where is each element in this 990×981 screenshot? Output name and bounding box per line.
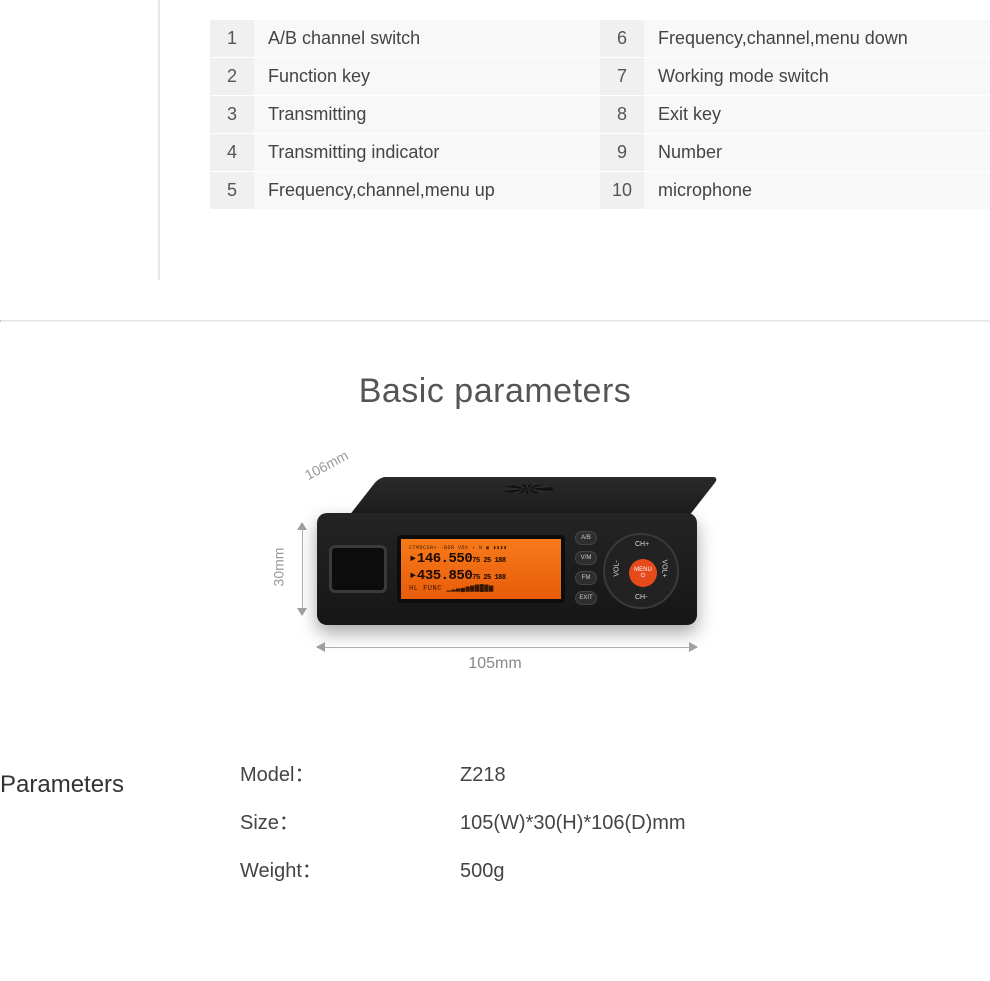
exit-button: EXIT [575, 591, 597, 605]
legend-text: A/B channel switch [254, 20, 600, 57]
left-rail [0, 0, 160, 280]
legend-table: 1A/B channel switch 2Function key 3Trans… [210, 20, 990, 210]
legend-text: Number [644, 134, 990, 171]
legend-text: Exit key [644, 96, 990, 133]
param-value: 105(W)*30(H)*106(D)mm [460, 799, 686, 847]
legend-text: Frequency,channel,menu down [644, 20, 990, 57]
param-row: Size： 105(W)*30(H)*106(D)mm [240, 799, 990, 847]
dimension-height: 30mm [270, 548, 286, 587]
param-row: Model： Z218 [240, 751, 990, 799]
section-title: Basic parameters [0, 372, 990, 411]
legend-num: 8 [600, 96, 644, 133]
lcd-screen: CTMDCSR+ -BDR VOX ⇧ N ▣ ▮▮▮▮ ▸146.55075 … [397, 535, 565, 603]
legend-num: 4 [210, 134, 254, 171]
legend-num: 9 [600, 134, 644, 171]
param-key: Weight： [240, 847, 460, 895]
legend-num: 10 [600, 172, 644, 209]
legend-row: 9Number [600, 134, 990, 172]
product-stage: 106mm 30mm CTMDCSR+ -BDR VOX ⇧ N ▣ ▮▮▮▮ … [265, 451, 725, 681]
dpad-up: CH+ [635, 541, 649, 548]
legend-num: 3 [210, 96, 254, 133]
parameters-list: Model： Z218 Size： 105(W)*30(H)*106(D)mm … [160, 751, 990, 895]
mic-port [329, 545, 387, 593]
legend-text: Transmitting indicator [254, 134, 600, 171]
param-row: Weight： 500g [240, 847, 990, 895]
lcd-freq-a: ▸146.55075 25 188 [409, 551, 553, 567]
legend-text: microphone [644, 172, 990, 209]
dimension-depth: 106mm [302, 447, 351, 483]
parameters-heading: Parameters [0, 751, 160, 895]
product-illustration: 106mm 30mm CTMDCSR+ -BDR VOX ⇧ N ▣ ▮▮▮▮ … [0, 451, 990, 681]
legend-row: 2Function key [210, 58, 600, 96]
dpad-right: VOL+ [660, 559, 667, 577]
lcd-signal-bars: HL FUNC ▁▂▃▄▅▆▇█▇▆ [409, 584, 553, 593]
legend-num: 2 [210, 58, 254, 95]
legend-row: 4Transmitting indicator [210, 134, 600, 172]
legend-row: 1A/B channel switch [210, 20, 600, 58]
legend-row: 10microphone [600, 172, 990, 210]
control-cluster: A/B V/M FM EXIT CH+ CH- VOL- VOL+ MENU ⏻ [573, 527, 685, 611]
param-value: 500g [460, 847, 505, 895]
legend-row: 7Working mode switch [600, 58, 990, 96]
legend-text: Working mode switch [644, 58, 990, 95]
legend-num: 7 [600, 58, 644, 95]
ab-button: A/B [575, 531, 597, 545]
legend-num: 1 [210, 20, 254, 57]
vm-button: V/M [575, 551, 597, 565]
dpad-left: VOL- [614, 560, 621, 576]
param-key: Model： [240, 751, 460, 799]
legend-col-left: 1A/B channel switch 2Function key 3Trans… [210, 20, 600, 210]
legend-row: 8Exit key [600, 96, 990, 134]
legend-row: 6Frequency,channel,menu down [600, 20, 990, 58]
dpad-down: CH- [635, 594, 647, 601]
fm-button: FM [575, 571, 597, 585]
legend-num: 5 [210, 172, 254, 209]
legend-section: 1A/B channel switch 2Function key 3Trans… [0, 0, 990, 320]
param-key: Size： [240, 799, 460, 847]
legend-row: 3Transmitting [210, 96, 600, 134]
dimension-width: 105mm [468, 655, 521, 673]
power-icon: ⏻ [641, 573, 646, 579]
dpad: CH+ CH- VOL- VOL+ MENU ⏻ [603, 533, 679, 609]
legend-text: Function key [254, 58, 600, 95]
parameters-section: Parameters Model： Z218 Size： 105(W)*30(H… [0, 721, 990, 955]
legend-num: 6 [600, 20, 644, 57]
param-value: Z218 [460, 751, 506, 799]
legend-text: Frequency,channel,menu up [254, 172, 600, 209]
menu-power-button: MENU ⏻ [629, 559, 657, 587]
legend-content: 1A/B channel switch 2Function key 3Trans… [160, 0, 990, 280]
device-front: CTMDCSR+ -BDR VOX ⇧ N ▣ ▮▮▮▮ ▸146.55075 … [317, 513, 697, 625]
dimension-height-arrow [295, 523, 309, 615]
legend-text: Transmitting [254, 96, 600, 133]
lcd-status-line: CTMDCSR+ -BDR VOX ⇧ N ▣ ▮▮▮▮ [409, 545, 553, 551]
legend-row: 5Frequency,channel,menu up [210, 172, 600, 210]
dimension-width-arrow [317, 639, 697, 655]
section-divider [0, 320, 990, 322]
legend-col-right: 6Frequency,channel,menu down 7Working mo… [600, 20, 990, 210]
lcd-freq-b: ▸435.85075 25 188 [409, 568, 553, 584]
